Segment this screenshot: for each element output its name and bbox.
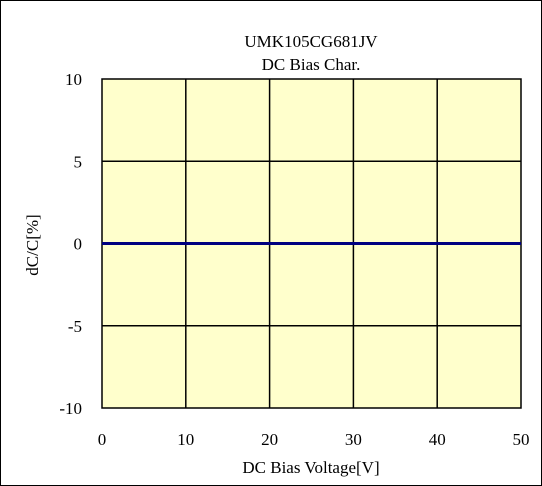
y-tick-label: 10 (65, 70, 82, 89)
y-axis-label: dC/C[%] (23, 214, 42, 275)
y-tick-label: -10 (59, 399, 82, 418)
x-tick-label: 20 (261, 430, 278, 449)
x-tick-label: 0 (98, 430, 107, 449)
y-tick-label: 0 (74, 235, 83, 254)
x-axis-label: DC Bias Voltage[V] (242, 458, 379, 477)
x-tick-label: 40 (429, 430, 446, 449)
chart-title: UMK105CG681JV (244, 32, 378, 51)
x-tick-label: 50 (513, 430, 530, 449)
y-tick-label: 5 (74, 152, 83, 171)
x-tick-label: 30 (345, 430, 362, 449)
y-tick-label: -5 (68, 317, 82, 336)
x-tick-label: 10 (177, 430, 194, 449)
chart-subtitle: DC Bias Char. (262, 55, 361, 74)
